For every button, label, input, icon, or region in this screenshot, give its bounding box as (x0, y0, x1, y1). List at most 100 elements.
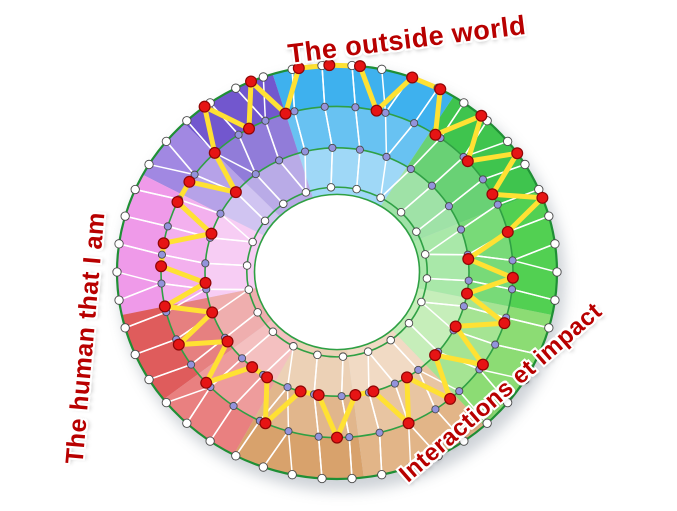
mesh-node (279, 199, 288, 209)
mesh-node (433, 451, 443, 461)
sector-tan-right-band2 (347, 329, 426, 396)
mesh-node (301, 188, 311, 197)
mesh-node (503, 136, 513, 147)
highlight-node (370, 104, 383, 117)
mesh-node (187, 360, 196, 369)
sector-pink-band0 (117, 174, 182, 315)
mesh-node (345, 433, 354, 442)
mesh-node (242, 261, 252, 270)
mesh-node (130, 184, 140, 195)
sector-tan-right-band1 (353, 364, 455, 437)
mesh-node (216, 209, 225, 218)
mesh-node (491, 340, 500, 349)
mesh-node (157, 279, 166, 288)
mesh-node (456, 225, 466, 234)
highlight-node (205, 227, 218, 240)
highlight-node (462, 253, 475, 266)
highlight-node (183, 175, 196, 188)
mesh-node (244, 285, 254, 294)
highlight-node (243, 122, 256, 135)
highlight-node (486, 188, 499, 201)
highlight-node (444, 392, 457, 405)
mesh-node (431, 405, 440, 414)
mesh-node (414, 365, 423, 374)
mesh-node (464, 276, 473, 285)
mesh-node (258, 462, 268, 472)
highlight-node (461, 155, 474, 168)
highlight-node (229, 186, 242, 199)
mesh-node (382, 152, 391, 161)
mesh-node (552, 267, 562, 277)
mesh-node (493, 200, 502, 209)
mesh-node (163, 222, 172, 231)
highlight-node (536, 191, 549, 204)
highlight-node (279, 107, 292, 120)
mesh-node (231, 83, 241, 93)
mesh-node (112, 267, 122, 277)
mesh-node (130, 349, 140, 360)
highlight-node (157, 237, 170, 250)
mesh-node (390, 379, 399, 388)
mesh-node (261, 116, 270, 125)
mesh-node (337, 392, 346, 401)
sector-green-upper-band1 (406, 131, 499, 224)
mesh-node (544, 323, 554, 333)
sector-green-right-band0 (499, 191, 557, 315)
highlight-node (429, 128, 442, 141)
mesh-node (144, 159, 154, 170)
mesh-node (427, 181, 437, 190)
mesh-node (190, 170, 199, 179)
mesh-node (386, 335, 395, 345)
mesh-node (301, 147, 310, 156)
mesh-node (248, 237, 257, 247)
mesh-node (314, 432, 323, 441)
mesh-node (355, 145, 364, 154)
mesh-node (550, 295, 560, 305)
mesh-node (410, 119, 419, 128)
mesh-node (120, 323, 130, 333)
mesh-node (406, 462, 416, 472)
highlight-node (208, 146, 221, 159)
mesh-node (459, 98, 469, 108)
highlight-node (511, 147, 524, 160)
highlight-node (294, 385, 307, 398)
highlight-node (261, 371, 274, 384)
highlight-node (323, 59, 336, 72)
mesh-node (283, 383, 292, 392)
mesh-node (229, 401, 238, 411)
torus-hole (254, 194, 420, 350)
mesh-node (328, 143, 337, 152)
mesh-node (417, 297, 426, 307)
mesh-node (544, 211, 554, 221)
mesh-node (507, 285, 517, 294)
highlight-node (367, 385, 380, 398)
mesh-node (258, 72, 268, 82)
highlight-node (206, 306, 219, 319)
mesh-node (363, 347, 373, 356)
highlight-node (353, 60, 366, 73)
mesh-node (320, 102, 329, 111)
mesh-node (482, 418, 492, 428)
mesh-node (351, 103, 360, 112)
mesh-node (377, 470, 387, 480)
mesh-node (260, 216, 270, 226)
highlight-node (158, 300, 171, 313)
highlight-node (246, 361, 259, 374)
mesh-node (478, 175, 487, 184)
mesh-node (459, 436, 469, 446)
highlight-node (331, 431, 344, 444)
highlight-node (498, 317, 511, 330)
sector-pink-band1 (161, 194, 221, 307)
highlight-node (460, 287, 473, 300)
highlight-node (221, 335, 234, 348)
sector-red-dark-band0 (121, 306, 199, 400)
highlight-node (172, 338, 185, 351)
highlight-node (349, 388, 362, 401)
sector-tan-left-band2 (275, 340, 354, 397)
highlight-node (171, 196, 184, 209)
sector-red-light-band0 (163, 374, 255, 455)
mesh-layer (116, 65, 558, 479)
mesh-node (290, 107, 299, 116)
highlight-node (259, 417, 272, 430)
